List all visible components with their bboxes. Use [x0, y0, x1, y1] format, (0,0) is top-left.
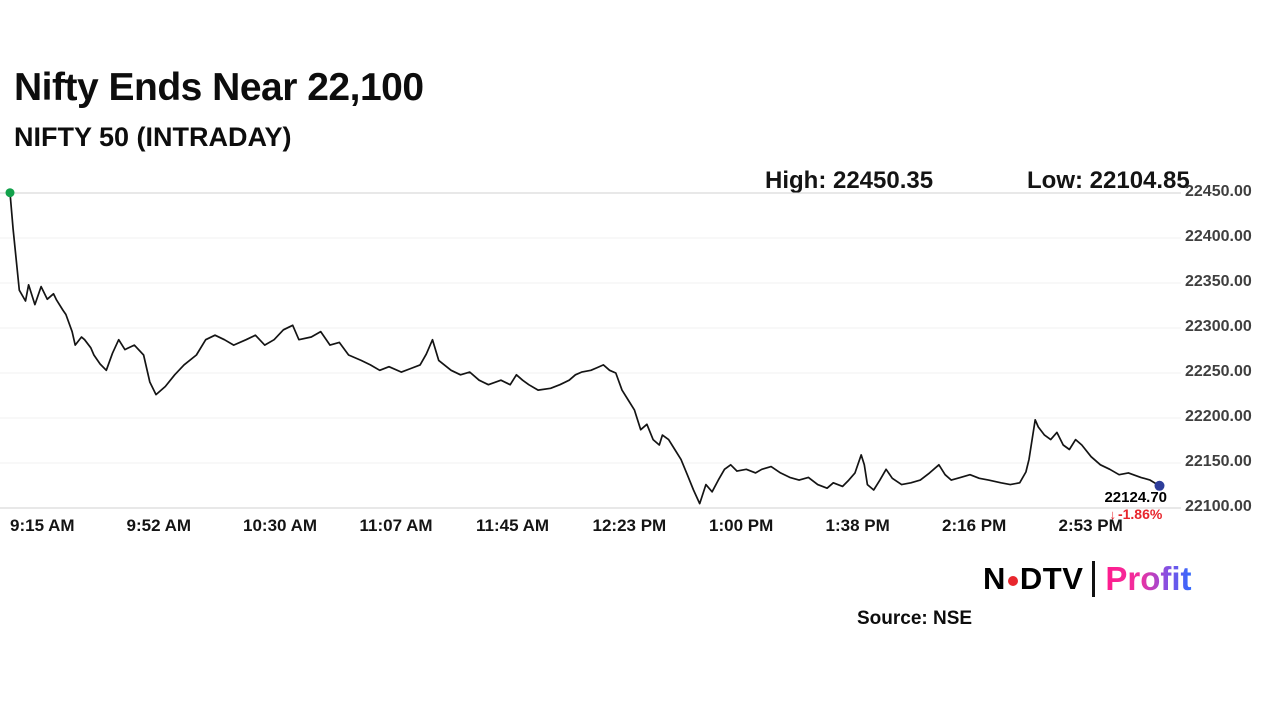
y-axis-tick-label: 22450.00: [1185, 183, 1252, 200]
x-axis-tick-label: 2:53 PM: [1058, 516, 1123, 535]
x-axis-tick-label: 9:15 AM: [10, 516, 75, 535]
x-axis-tick-label: 11:07 AM: [359, 516, 433, 535]
session-open-marker: [5, 188, 15, 198]
y-axis-tick-label: 22200.00: [1185, 408, 1252, 425]
last-price-label: 22124.70: [1104, 488, 1168, 506]
ndtv-red-dot-icon: [1007, 575, 1018, 586]
x-axis-tick-label: 12:23 PM: [592, 516, 667, 535]
down-arrow-icon: ↓: [1109, 506, 1116, 522]
x-axis-tick-label: 2:16 PM: [942, 516, 1007, 535]
x-axis-tick-label: 11:45 AM: [476, 516, 550, 535]
y-axis-tick-label: 22400.00: [1185, 228, 1252, 245]
ndtv-profit-logo: N DTV Profit: [983, 560, 1192, 598]
x-axis-tick-label: 1:00 PM: [709, 516, 774, 535]
session-close-marker: [1154, 480, 1165, 491]
source-label: Source: NSE: [857, 608, 973, 629]
chart-subtitle: NIFTY 50 (INTRADAY): [14, 122, 292, 152]
y-axis-tick-label: 22100.00: [1185, 498, 1252, 515]
low-value-label: Low: 22104.85: [1027, 167, 1190, 194]
logo-divider: [1092, 561, 1096, 597]
change-percent-label: ↓ -1.86%: [1109, 506, 1162, 522]
y-axis-tick-label: 22300.00: [1185, 318, 1252, 335]
ndtv-letter-n: N: [983, 561, 1006, 596]
page-title: Nifty Ends Near 22,100: [14, 66, 424, 109]
change-percent-value: -1.86%: [1117, 505, 1163, 522]
x-axis-tick-label: 1:38 PM: [825, 516, 890, 535]
y-axis-tick-label: 22350.00: [1185, 273, 1252, 290]
x-axis-tick-label: 10:30 AM: [243, 516, 318, 535]
high-value-label: High: 22450.35: [765, 167, 934, 194]
profit-logo-text: Profit: [1105, 560, 1192, 597]
x-axis-tick-label: 9:52 AM: [126, 516, 192, 535]
y-axis-tick-label: 22250.00: [1185, 363, 1252, 380]
y-axis-tick-label: 22150.00: [1185, 453, 1252, 470]
ndtv-logo-text: N DTV: [983, 561, 1083, 597]
ndtv-letters-dtv: DTV: [1019, 561, 1084, 596]
